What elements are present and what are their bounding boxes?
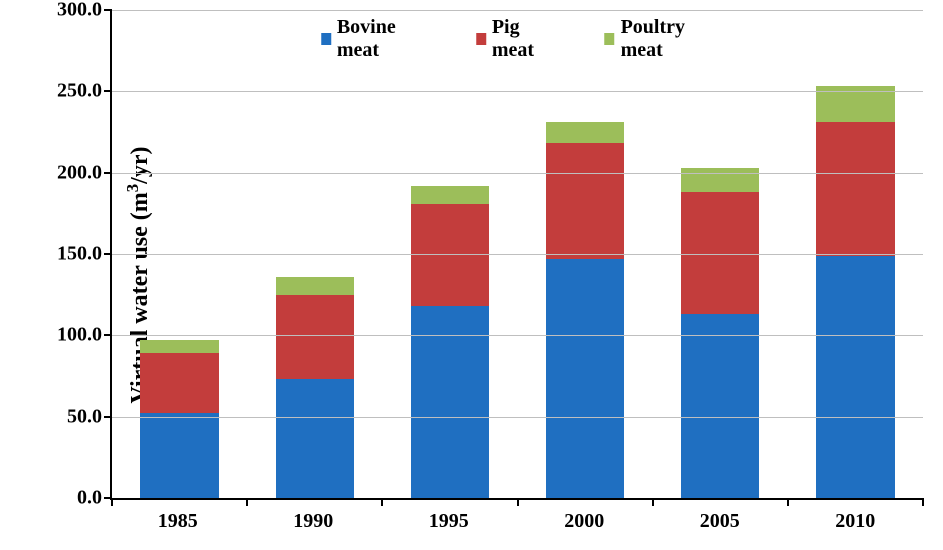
legend-label: Poultry meat xyxy=(621,16,715,62)
x-tick-label: 1985 xyxy=(110,510,245,540)
legend: Bovine meat Pig meat Poultry meat xyxy=(315,14,721,64)
legend-swatch xyxy=(476,33,486,45)
gridline xyxy=(112,417,923,418)
legend-label: Pig meat xyxy=(492,16,555,62)
x-tick-label: 2010 xyxy=(788,510,923,540)
x-tick-mark xyxy=(517,498,519,506)
gridline xyxy=(112,254,923,255)
y-tick-label: 100.0 xyxy=(57,324,112,347)
bar-segment xyxy=(816,256,894,498)
bar-segment xyxy=(546,143,624,258)
legend-swatch xyxy=(605,33,615,45)
virtual-water-chart: Virtual water use (m3/yr) Bovine meatPig… xyxy=(0,0,943,550)
legend-item: Poultry meat xyxy=(605,16,715,62)
x-tick-mark xyxy=(246,498,248,506)
x-tick-mark xyxy=(787,498,789,506)
y-tick-label: 150.0 xyxy=(57,243,112,266)
y-tick-label: 50.0 xyxy=(67,405,112,428)
gridline xyxy=(112,335,923,336)
gridline xyxy=(112,10,923,11)
x-tick-mark xyxy=(381,498,383,506)
bar-segment xyxy=(140,353,218,413)
bar-segment xyxy=(276,295,354,380)
bar-segment xyxy=(276,277,354,295)
bar-segment xyxy=(816,122,894,255)
gridline xyxy=(112,91,923,92)
bar-segment xyxy=(546,122,624,143)
x-tick-mark xyxy=(922,498,924,506)
plot-area: Bovine meatPig meatPoultry meat 0.050.01… xyxy=(110,10,923,500)
y-tick-label: 300.0 xyxy=(57,0,112,22)
legend-item: Pig meat xyxy=(476,16,555,62)
x-tick-label: 2000 xyxy=(517,510,652,540)
y-tick-label: 0.0 xyxy=(77,487,112,510)
bar-segment xyxy=(681,314,759,498)
x-tick-mark xyxy=(111,498,113,506)
x-tick-label: 2005 xyxy=(652,510,787,540)
gridline xyxy=(112,173,923,174)
legend-swatch xyxy=(321,33,331,45)
legend-item: Bovine meat xyxy=(321,16,426,62)
y-tick-label: 200.0 xyxy=(57,161,112,184)
x-tick-label: 1990 xyxy=(246,510,381,540)
bar-segment xyxy=(411,186,489,204)
x-axis-labels: 198519901995200020052010 xyxy=(110,510,923,540)
x-tick-label: 1995 xyxy=(381,510,516,540)
bar-segment xyxy=(276,379,354,498)
x-tick-mark xyxy=(652,498,654,506)
bar-segment xyxy=(140,340,218,353)
legend-label: Bovine meat xyxy=(337,16,426,62)
bar-segment xyxy=(681,168,759,192)
bar-segment xyxy=(140,413,218,498)
y-tick-label: 250.0 xyxy=(57,80,112,103)
bar-segment xyxy=(546,259,624,498)
